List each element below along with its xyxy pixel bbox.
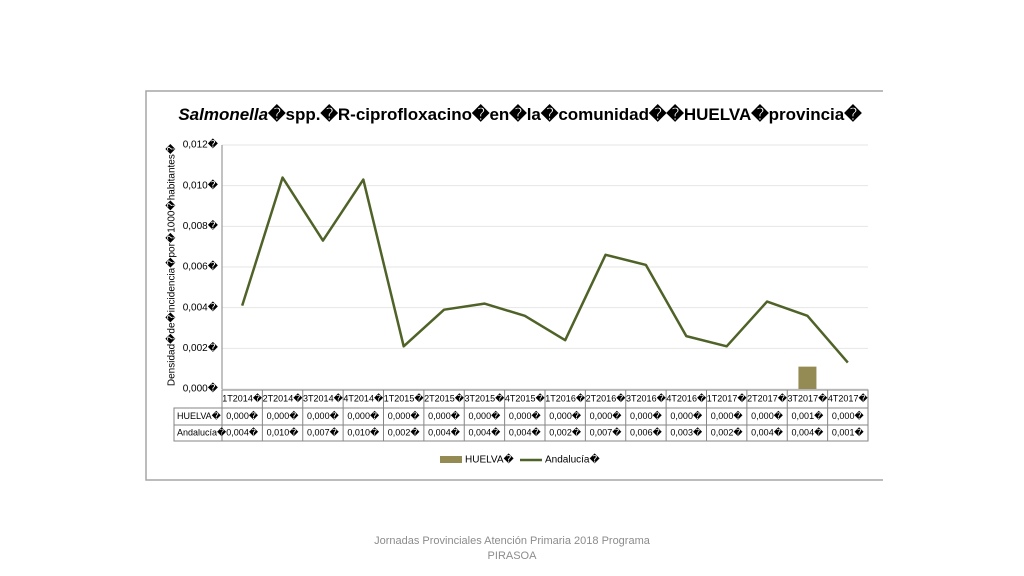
y-tick-label: 0,004� — [183, 300, 219, 313]
data-label: 0,010� — [267, 426, 300, 437]
data-label: 0,000� — [469, 410, 502, 421]
data-label: 0,001� — [792, 410, 825, 421]
y-tick-label: 0,000� — [183, 382, 219, 395]
x-tick-label: 2T2015� — [424, 392, 465, 403]
y-tick-label: 0,006� — [183, 260, 219, 273]
x-tick-label: 2T2017� — [747, 392, 788, 403]
x-tick-label: 4T2014� — [343, 392, 384, 403]
data-label: 0,000� — [428, 410, 461, 421]
data-label: 0,004� — [469, 426, 502, 437]
data-label: 0,007� — [307, 426, 340, 437]
x-tick-label: 1T2014� — [222, 392, 263, 403]
x-tick-label: 1T2017� — [707, 392, 748, 403]
data-label: 0,002� — [549, 426, 582, 437]
data-label: 0,004� — [428, 426, 461, 437]
data-label: 0,000� — [307, 410, 340, 421]
x-tick-label: 1T2015� — [384, 392, 425, 403]
line — [240, 176, 849, 364]
data-label: 0,004� — [751, 426, 784, 437]
y-tick-label: 0,008� — [183, 219, 219, 232]
x-tick-label: 3T2016� — [626, 392, 667, 403]
y-tick-label: 0,002� — [183, 341, 219, 354]
data-label: 0,004� — [226, 426, 259, 437]
data-label: 0,010� — [347, 426, 380, 437]
legend-label: Andalucía� — [545, 453, 600, 466]
row-label: HUELVA� — [177, 410, 222, 421]
title-rest: �spp.�R-ciprofloxacino�en�la�comunidad��… — [267, 104, 862, 124]
data-label: 0,003� — [670, 426, 703, 437]
data-label: 0,002� — [711, 426, 744, 437]
data-label: 0,000� — [670, 410, 703, 421]
x-tick-label: 3T2015� — [465, 392, 506, 403]
data-label: 0,000� — [226, 410, 259, 421]
data-label: 0,000� — [347, 410, 380, 421]
x-tick-label: 3T2014� — [303, 392, 344, 403]
data-label: 0,004� — [509, 426, 542, 437]
legend-label: HUELVA� — [465, 453, 515, 466]
bar — [798, 366, 817, 389]
data-label: 0,006� — [630, 426, 663, 437]
data-label: 0,000� — [388, 410, 421, 421]
data-label: 0,000� — [832, 410, 865, 421]
y-tick-label: 0,012� — [183, 138, 219, 151]
chart-frame — [145, 90, 883, 481]
title-italic: Salmonella — [178, 105, 268, 124]
data-label: 0,001� — [832, 426, 865, 437]
data-label: 0,000� — [751, 410, 784, 421]
x-tick-label: 2T2016� — [586, 392, 627, 403]
data-label: 0,004� — [792, 426, 825, 437]
data-label: 0,000� — [630, 410, 663, 421]
x-tick-label: 1T2016� — [545, 392, 586, 403]
y-axis-label: Densidad�de�incidencia�por�1000�habitant… — [165, 143, 178, 386]
row-label: Andalucía� — [177, 426, 227, 437]
data-label: 0,000� — [549, 410, 582, 421]
data-label: 0,000� — [267, 410, 300, 421]
data-label: 0,000� — [590, 410, 623, 421]
y-tick-label: 0,010� — [183, 178, 219, 191]
data-label: 0,002� — [388, 426, 421, 437]
x-tick-label: 4T2017� — [828, 392, 869, 403]
footer: Jornadas Provinciales Atención Primaria … — [374, 535, 650, 562]
x-tick-label: 4T2016� — [666, 392, 707, 403]
chart-title: Salmonella�spp.�R-ciprofloxacino�en�la�c… — [178, 104, 862, 124]
x-tick-label: 2T2014� — [263, 392, 304, 403]
data-label: 0,000� — [711, 410, 744, 421]
x-tick-label: 4T2015� — [505, 392, 546, 403]
data-label: 0,000� — [509, 410, 542, 421]
data-label: 0,007� — [590, 426, 623, 437]
legend-swatch — [440, 456, 462, 463]
x-tick-label: 3T2017� — [788, 392, 829, 403]
